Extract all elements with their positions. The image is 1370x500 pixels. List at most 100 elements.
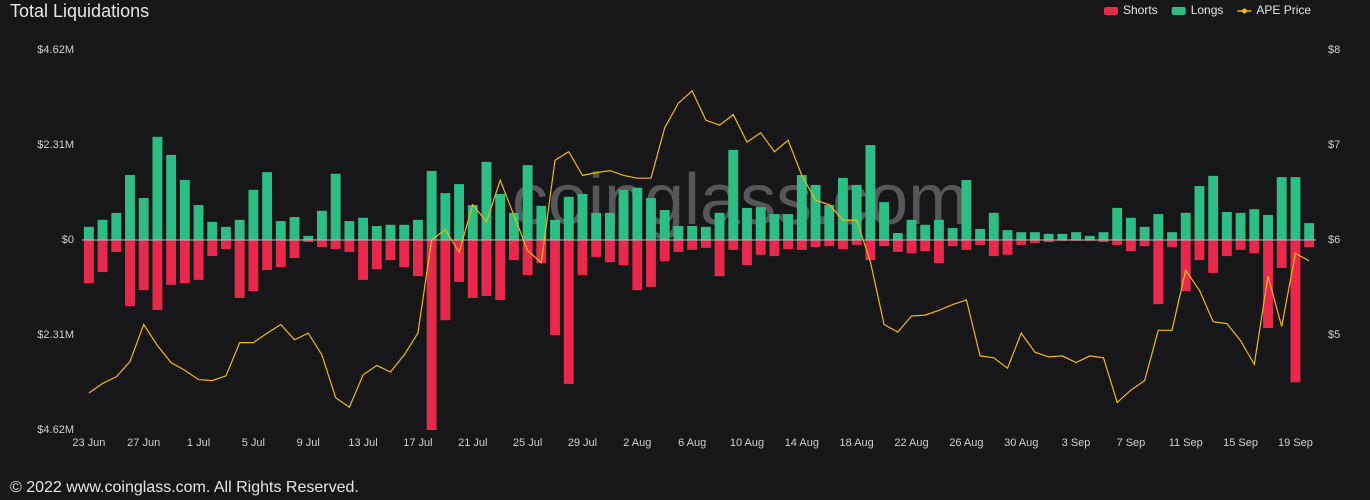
bar bbox=[1249, 209, 1260, 240]
bar bbox=[1002, 230, 1013, 240]
x-tick-label: 17 Jul bbox=[403, 437, 432, 449]
bar bbox=[659, 240, 670, 261]
bar bbox=[303, 240, 314, 243]
bar bbox=[975, 228, 986, 240]
bar bbox=[97, 219, 108, 240]
bar bbox=[152, 240, 163, 310]
bar bbox=[700, 240, 711, 248]
bar bbox=[152, 136, 163, 240]
bar bbox=[1276, 240, 1287, 268]
y-tick-label: $2.31M bbox=[37, 329, 74, 341]
bar bbox=[810, 184, 821, 240]
bar bbox=[769, 214, 780, 240]
bar bbox=[385, 240, 396, 261]
bar bbox=[262, 240, 273, 271]
bar bbox=[906, 219, 917, 240]
bar bbox=[317, 210, 327, 240]
bar bbox=[1125, 240, 1136, 252]
bar bbox=[1180, 240, 1191, 291]
legend-label: APE Price bbox=[1256, 3, 1311, 17]
bar bbox=[166, 240, 177, 285]
bar bbox=[961, 240, 972, 250]
bar bbox=[344, 221, 355, 240]
bar bbox=[1276, 177, 1287, 240]
bar bbox=[961, 179, 972, 240]
bar bbox=[879, 202, 890, 240]
x-tick-label: 26 Aug bbox=[949, 437, 983, 449]
bar bbox=[399, 224, 410, 240]
bar bbox=[262, 172, 273, 240]
bar bbox=[1208, 240, 1219, 273]
bar bbox=[920, 224, 931, 240]
bar bbox=[988, 240, 999, 257]
x-tick-label: 6 Aug bbox=[678, 437, 706, 449]
bar bbox=[193, 205, 204, 240]
bar bbox=[1194, 240, 1205, 261]
bar bbox=[317, 240, 327, 247]
bar bbox=[481, 240, 492, 296]
bar bbox=[1098, 232, 1109, 240]
x-tick-label: 23 Jun bbox=[72, 437, 105, 449]
bar bbox=[275, 240, 286, 268]
bar bbox=[810, 240, 821, 247]
bar bbox=[1304, 240, 1315, 247]
bar bbox=[207, 240, 218, 257]
bar bbox=[330, 240, 341, 250]
y2-tick-label: $7 bbox=[1328, 139, 1340, 151]
bar bbox=[1029, 232, 1040, 240]
bar bbox=[1235, 240, 1246, 250]
x-tick-label: 2 Aug bbox=[623, 437, 651, 449]
y-tick-label: $4.62M bbox=[37, 424, 74, 436]
bar bbox=[522, 240, 533, 275]
bar bbox=[221, 226, 231, 240]
bar bbox=[1208, 175, 1219, 240]
bar bbox=[550, 240, 560, 335]
bar bbox=[125, 175, 135, 240]
bar bbox=[1304, 223, 1315, 240]
bar bbox=[303, 235, 314, 240]
bar bbox=[138, 198, 149, 240]
bar bbox=[591, 240, 602, 257]
bar bbox=[604, 212, 615, 240]
bar bbox=[179, 179, 190, 240]
bar bbox=[221, 240, 231, 250]
bar bbox=[330, 173, 341, 240]
y2-tick-label: $5 bbox=[1328, 329, 1340, 341]
y2-tick-label: $6 bbox=[1328, 234, 1340, 246]
x-tick-label: 19 Sep bbox=[1278, 437, 1313, 449]
bar bbox=[508, 212, 519, 240]
x-tick-label: 27 Jun bbox=[127, 437, 160, 449]
bar bbox=[714, 240, 725, 277]
y-tick-label: $0 bbox=[62, 234, 74, 246]
bar bbox=[988, 212, 999, 240]
x-tick-label: 13 Jul bbox=[348, 437, 377, 449]
x-tick-label: 14 Aug bbox=[785, 437, 819, 449]
bar bbox=[536, 240, 547, 264]
bar bbox=[673, 226, 684, 240]
bar bbox=[1235, 212, 1246, 240]
x-tick-label: 18 Aug bbox=[840, 437, 874, 449]
bar bbox=[838, 177, 848, 240]
bar bbox=[550, 219, 560, 240]
bar bbox=[687, 240, 698, 250]
bar bbox=[1139, 226, 1150, 240]
x-tick-label: 15 Sep bbox=[1223, 437, 1258, 449]
bar bbox=[824, 240, 835, 247]
bar bbox=[1071, 232, 1081, 240]
bar bbox=[646, 240, 656, 287]
bar bbox=[728, 240, 739, 250]
legend-swatch bbox=[1104, 7, 1118, 15]
x-tick-label: 21 Jul bbox=[458, 437, 487, 449]
legend-label: Longs bbox=[1191, 3, 1224, 17]
bar bbox=[1098, 240, 1109, 243]
bar bbox=[1043, 240, 1054, 243]
bar bbox=[1139, 240, 1150, 247]
bar bbox=[83, 226, 94, 240]
bar bbox=[138, 240, 149, 291]
legend-swatch bbox=[1171, 7, 1186, 15]
bar bbox=[1043, 233, 1054, 240]
bar bbox=[508, 240, 519, 261]
bar bbox=[385, 224, 396, 240]
bar bbox=[289, 216, 300, 240]
